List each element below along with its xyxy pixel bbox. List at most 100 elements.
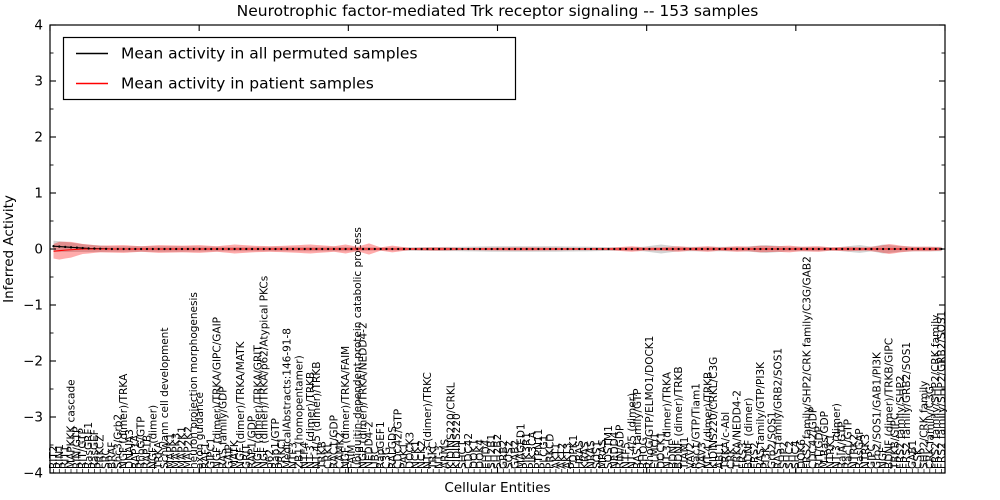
permuted-mean-marker xyxy=(99,247,102,250)
x-tick-label: NT-3 (dimer)/TRKB xyxy=(305,372,317,469)
legend-label-permuted: Mean activity in all permuted samples xyxy=(121,45,418,63)
x-tick-label: NTRK2 xyxy=(848,434,860,469)
x-tick-label: DOK6 xyxy=(796,439,808,469)
legend: Mean activity in all permuted samples Me… xyxy=(62,36,517,101)
permuted-mean-marker xyxy=(104,247,108,251)
permuted-mean-marker xyxy=(420,247,423,251)
x-tick-label: Rac1/GTP/Tiam1 xyxy=(691,383,703,469)
x-tick-label: MATK xyxy=(229,439,241,469)
chart-title: Neurotrophic factor-mediated Trk recepto… xyxy=(237,2,759,20)
permuted-mean-marker xyxy=(934,247,937,251)
permuted-mean-marker xyxy=(151,247,154,251)
x-axis-label: Cellular Entities xyxy=(444,480,550,496)
permuted-mean-marker xyxy=(163,247,166,251)
x-tick-label: TIAM1 xyxy=(679,437,691,470)
permuted-mean-marker xyxy=(145,247,149,251)
permuted-mean-marker xyxy=(64,245,67,249)
permuted-mean-marker xyxy=(508,247,511,251)
y-tick-labels: 4 3 2 1 0 −1 −2 −3 −4 xyxy=(23,18,43,482)
x-tick-label: PI3K xyxy=(761,445,773,469)
x-tick-label: Rap1/GTP xyxy=(270,418,282,469)
x-tick-label: RHOG xyxy=(638,437,650,469)
permuted-mean-marker xyxy=(128,247,131,251)
chart-series xyxy=(52,240,943,260)
x-tick-label: ubiquitin-dependent protein catabolic pr… xyxy=(352,227,364,469)
x-tick-label: DOCK1 xyxy=(656,432,668,469)
axes xyxy=(49,24,946,474)
permuted-mean-marker xyxy=(735,247,739,251)
permuted-mean-marker xyxy=(513,247,517,251)
x-tick-label: GAIP xyxy=(223,444,235,469)
permuted-mean-marker xyxy=(455,247,458,251)
x-tick-label: MAP2K1 xyxy=(177,426,189,469)
x-tick-label: NTRK3 xyxy=(860,434,872,469)
permuted-mean-marker xyxy=(250,247,254,251)
permuted-mean-marker xyxy=(794,247,797,251)
permuted-mean-marker xyxy=(899,247,902,251)
x-tick-label: NEDD4-2 xyxy=(363,421,375,469)
x-tick-label: RhoG/GTP/ELMO1/DOCK1 xyxy=(644,336,656,469)
x-tick-label: SHP2/CRK family xyxy=(918,381,930,469)
permuted-mean-marker xyxy=(835,247,838,251)
permuted-mean-marker xyxy=(122,247,125,251)
x-tick-label: RIT/GDP xyxy=(813,426,825,469)
x-tick-label: KIDINS220/CRKL/C3G xyxy=(708,357,720,469)
x-tick-label: RasGRF1 xyxy=(83,422,95,469)
x-tick-label: RIT2 xyxy=(48,446,60,470)
permuted-mean-marker xyxy=(472,247,476,251)
x-tick-label: NCK2 xyxy=(416,440,428,469)
x-tick-label: Rac1/GTP xyxy=(843,419,855,469)
x-tick-label: SQSTM1 xyxy=(603,425,615,469)
y-tick-label: 1 xyxy=(34,186,43,202)
permuted-mean-marker xyxy=(572,247,575,251)
x-tick-label: RIT1 xyxy=(60,446,72,470)
x-tick-label: axon guidance xyxy=(194,392,206,469)
x-tick-label: RIN/GTP xyxy=(71,427,83,469)
x-tick-label: NT-3 (dimer) xyxy=(831,403,843,469)
permuted-mean-marker xyxy=(87,247,90,250)
permuted-mean-marker xyxy=(58,245,61,248)
x-tick-label: PDPK1 xyxy=(568,435,580,469)
x-tick-label: KIDINS220/CRKL xyxy=(445,382,457,469)
permuted-mean-marker xyxy=(467,247,470,251)
x-tick-label: TRKC xyxy=(428,442,440,470)
x-tick-label: RAP1B xyxy=(141,435,153,469)
x-tick-label: NGF (dimer) xyxy=(147,405,159,469)
permuted-mean-marker xyxy=(560,247,563,251)
y-tick-label: 4 xyxy=(34,18,43,34)
x-tick-label: CRK xyxy=(726,446,738,469)
x-tick-label: NGF (dimer)/TRKA/GIPC/GAIP xyxy=(212,317,224,469)
permuted-mean-marker xyxy=(870,247,873,251)
x-tick-label: DNAJA3 xyxy=(124,429,136,469)
permuted-mean-marker xyxy=(601,247,604,251)
permuted-mean-marker xyxy=(648,247,651,251)
x-tick-label: GAB2 xyxy=(510,440,522,469)
permuted-mean-marker xyxy=(829,247,832,251)
permuted-mean-marker xyxy=(887,247,891,251)
x-tick-label: NTRK1 xyxy=(825,434,837,469)
permuted-mean-marker xyxy=(788,247,791,251)
x-tick-label: GIPC1 xyxy=(206,437,218,469)
permuted-mean-marker xyxy=(578,247,581,251)
x-tick-label: GIPC xyxy=(866,444,878,469)
x-tick-label: MedicalAbstracts:146-91-8 xyxy=(282,328,294,469)
x-tick-label: RAC1/GDP xyxy=(328,415,340,469)
x-tick-label: FAIM xyxy=(346,445,358,469)
x-tick-label: VAV2 xyxy=(685,442,697,469)
x-tick-label: SHC4 xyxy=(790,440,802,469)
permuted-mean-marker xyxy=(437,247,441,251)
x-tick-label: BDNF (dimer)/TRKB xyxy=(673,366,685,469)
permuted-mean-marker xyxy=(566,247,569,251)
permuted-mean-marker xyxy=(344,247,347,251)
permuted-mean-marker xyxy=(718,247,721,251)
x-tick-label: Grb2/SOS1 xyxy=(767,411,779,469)
permuted-mean-marker xyxy=(286,247,289,251)
permuted-mean-marker xyxy=(642,247,645,251)
permuted-mean-marker xyxy=(724,247,727,251)
permuted-mean-marker xyxy=(741,247,745,251)
x-tick-label: DOCK3 xyxy=(404,432,416,469)
x-tick-label: RapGEF1 xyxy=(375,421,387,469)
x-tick-label: AKT2 xyxy=(556,443,568,469)
permuted-mean-marker xyxy=(110,247,114,251)
y-tick-label: −3 xyxy=(23,410,43,426)
